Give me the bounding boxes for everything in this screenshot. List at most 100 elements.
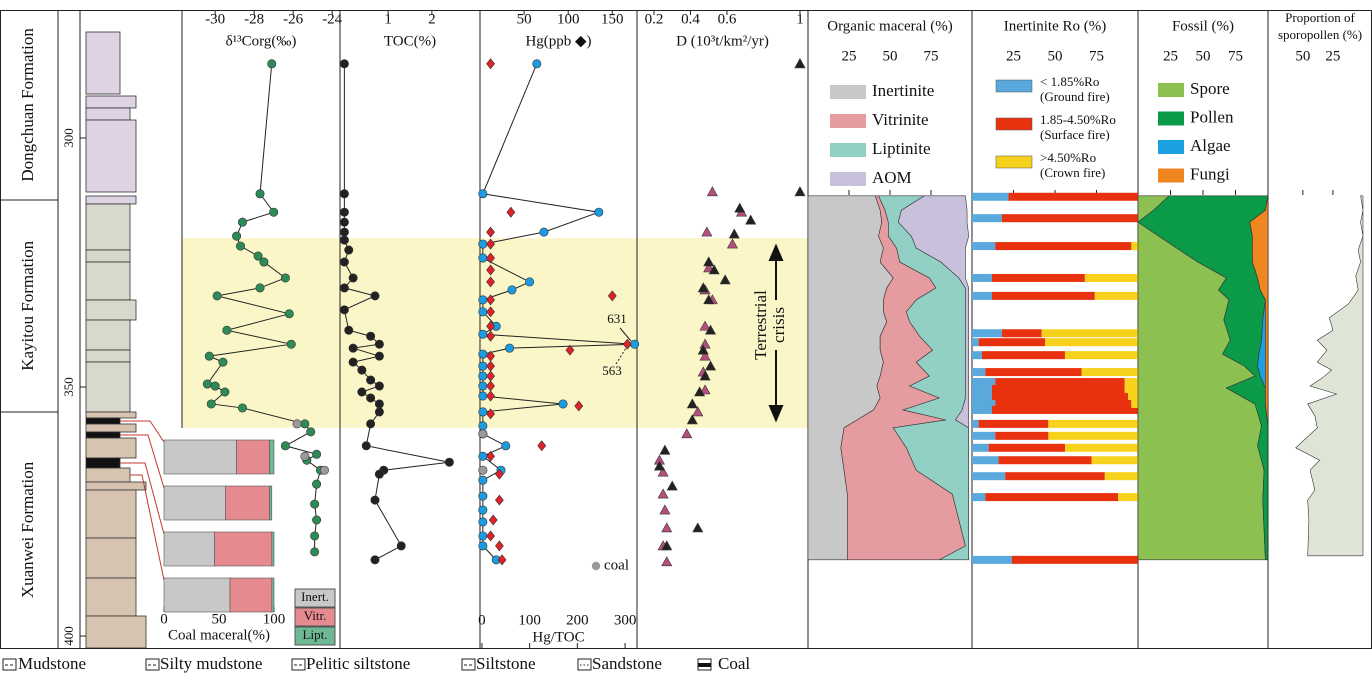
triangle-point <box>697 282 709 293</box>
x-tick-label: -30 <box>205 11 225 27</box>
stacked-area <box>1249 195 1269 560</box>
circle-point <box>237 403 247 413</box>
triangle-point <box>692 406 704 417</box>
triangle-point <box>692 522 704 533</box>
bar-segment <box>163 577 231 613</box>
bar-segment <box>972 405 992 414</box>
annotation: crisis <box>769 307 788 343</box>
circle-point <box>269 207 279 217</box>
circle-point <box>478 429 488 439</box>
legend-marker <box>591 561 601 571</box>
legend-swatch-fill <box>698 663 711 667</box>
bar-segment <box>985 368 1082 377</box>
triangle-point <box>745 214 757 225</box>
circle-point <box>374 351 384 361</box>
axis-label: Hg(ppb ◆) <box>525 33 591 49</box>
diamond-point <box>486 226 495 238</box>
legend-swatch <box>1158 168 1184 183</box>
circle-point <box>339 283 349 293</box>
circle-point <box>478 381 488 391</box>
bar-segment <box>229 577 273 613</box>
triangle-point <box>694 386 706 397</box>
circle-point <box>478 531 488 541</box>
circle-point <box>357 365 367 375</box>
circle-point <box>478 505 488 515</box>
triangle-point <box>699 370 711 381</box>
diamond-point <box>607 290 617 302</box>
panel-title: Proportion of <box>1285 10 1355 25</box>
circle-point <box>370 555 380 565</box>
bar-segment <box>972 338 979 347</box>
circle-point <box>478 189 488 199</box>
circle-point <box>339 59 349 69</box>
circle-point <box>374 399 384 409</box>
legend-sublabel: (Surface fire) <box>1040 127 1110 142</box>
circle-point <box>478 239 488 249</box>
x-tick-label: 2 <box>428 11 436 27</box>
depth-tick-label: 300 <box>61 128 76 148</box>
x-tick-label: 75 <box>924 48 939 64</box>
diamond-point <box>486 530 495 542</box>
circle-point <box>344 325 354 335</box>
legend-label: Inertinite <box>872 81 934 100</box>
x-tick-label: -26 <box>283 11 303 27</box>
bar-segment <box>988 443 1065 452</box>
circle-point <box>539 227 549 237</box>
x-tick-label: 25 <box>1325 48 1340 64</box>
circle-point <box>357 387 367 397</box>
x-tick-label: 50 <box>1048 48 1063 64</box>
bar-segment <box>972 273 992 282</box>
legend-swatch <box>830 143 866 157</box>
bar-segment <box>972 456 999 465</box>
circle-point <box>204 351 214 361</box>
circle-point <box>396 541 406 551</box>
bar-segment <box>1124 378 1138 387</box>
x-tick-label: 0.6 <box>718 11 737 27</box>
bar-segment <box>972 399 996 408</box>
diamond-point <box>495 494 504 506</box>
triangle-point <box>666 480 678 491</box>
circle-point <box>300 419 310 429</box>
bar-segment <box>995 378 1125 387</box>
axis-label: Hg/TOC <box>532 629 584 645</box>
legend-swatch <box>995 79 1033 93</box>
circle-point <box>478 295 488 305</box>
triangle-point <box>706 186 718 197</box>
x2-tick-label: 0 <box>478 612 486 628</box>
diamond-point <box>574 400 584 412</box>
legend-label: coal <box>604 557 629 573</box>
circle-point <box>532 59 542 69</box>
bar-segment <box>1048 431 1138 440</box>
circle-point <box>310 531 320 541</box>
circle-point <box>444 457 454 467</box>
x-tick-label: 50 <box>517 11 532 27</box>
bar-segment <box>1001 214 1138 223</box>
circle-point <box>306 427 316 437</box>
circle-point <box>478 491 488 501</box>
bar-segment <box>972 368 986 377</box>
diamond-point <box>486 408 495 420</box>
annotation: 563 <box>602 363 622 378</box>
triangle-point <box>703 256 715 267</box>
legend-swatch <box>830 172 866 186</box>
circle-point <box>478 307 488 317</box>
bar-segment <box>972 493 986 502</box>
x2-tick-label: 100 <box>518 612 541 628</box>
circle-point <box>319 465 329 475</box>
triangle-point <box>719 274 731 285</box>
legend-label: Pelitic siltstone <box>306 654 410 673</box>
circle-point <box>339 227 349 237</box>
circle-point <box>202 379 212 389</box>
bar-segment <box>271 531 275 567</box>
circle-point <box>374 407 384 417</box>
coal-connectors <box>120 420 165 581</box>
circle-point <box>478 349 488 359</box>
legend-label: Mudstone <box>18 654 86 673</box>
circle-point <box>366 375 376 385</box>
triangle-point <box>734 202 746 213</box>
bar-segment <box>269 485 273 521</box>
x-tick-label: 50 <box>1196 48 1211 64</box>
legend-label: Lipt. <box>303 627 328 642</box>
bar-segment <box>972 391 992 400</box>
circle-point <box>210 381 220 391</box>
